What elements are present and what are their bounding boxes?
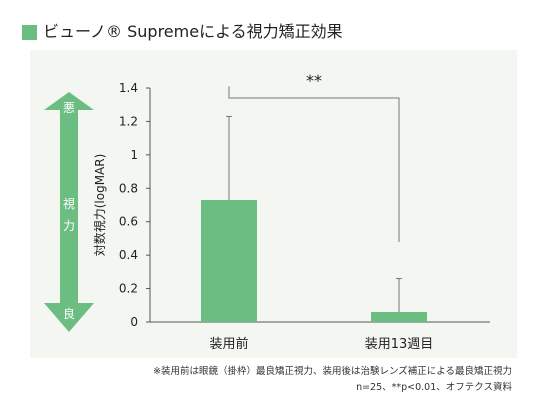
y-tick-label: 0.4 — [119, 248, 138, 262]
chart-title: ビューノ® Supremeによる視力矯正効果 — [43, 22, 343, 41]
scale-bottom-label: 良 — [63, 306, 75, 321]
significance-label: ** — [306, 71, 322, 90]
footnote-line-2: n=25、**p<0.01、オフテクス資料 — [356, 382, 512, 393]
y-ticks: 0 0.2 0.4 0.6 0.8 1 1.2 1.4 — [119, 81, 150, 329]
y-tick-label: 0.8 — [119, 181, 138, 195]
significance-bracket-line — [228, 86, 400, 242]
x-tick-label: 装用13週目 — [365, 337, 434, 352]
bar — [371, 311, 427, 322]
y-tick-label: 0.6 — [119, 215, 138, 229]
x-tick-label: 装用前 — [209, 336, 248, 352]
y-tick-label: 0.2 — [119, 282, 138, 296]
footnotes: ※装用前は眼鏡（掛枠）最良矯正視力、装用後は治験レンズ補正による最良矯正視力 n… — [153, 364, 512, 396]
footnote-line-1: ※装用前は眼鏡（掛枠）最良矯正視力、装用後は治験レンズ補正による最良矯正視力 — [153, 366, 512, 377]
y-tick-label: 1.4 — [119, 81, 138, 95]
scale-middle-label: 視力 — [63, 196, 75, 233]
title-row: ビューノ® Supremeによる視力矯正効果 — [22, 20, 343, 44]
y-tick-label: 1 — [130, 148, 138, 162]
double-arrow-icon — [44, 92, 94, 332]
bars — [201, 115, 427, 322]
title-square-icon — [22, 24, 37, 40]
y-tick-label: 1.2 — [119, 114, 138, 128]
significance-bracket: ** — [228, 71, 400, 242]
scale-arrow: 悪 視力 良 — [44, 92, 94, 332]
scale-top-label: 悪 — [63, 101, 75, 115]
bar — [201, 199, 257, 322]
y-axis-label: 対数視力(logMAR) — [92, 154, 107, 257]
chart-panel — [30, 50, 517, 358]
y-tick-label: 0 — [130, 315, 138, 329]
x-tick-labels: 装用前 装用13週目 — [209, 336, 433, 352]
